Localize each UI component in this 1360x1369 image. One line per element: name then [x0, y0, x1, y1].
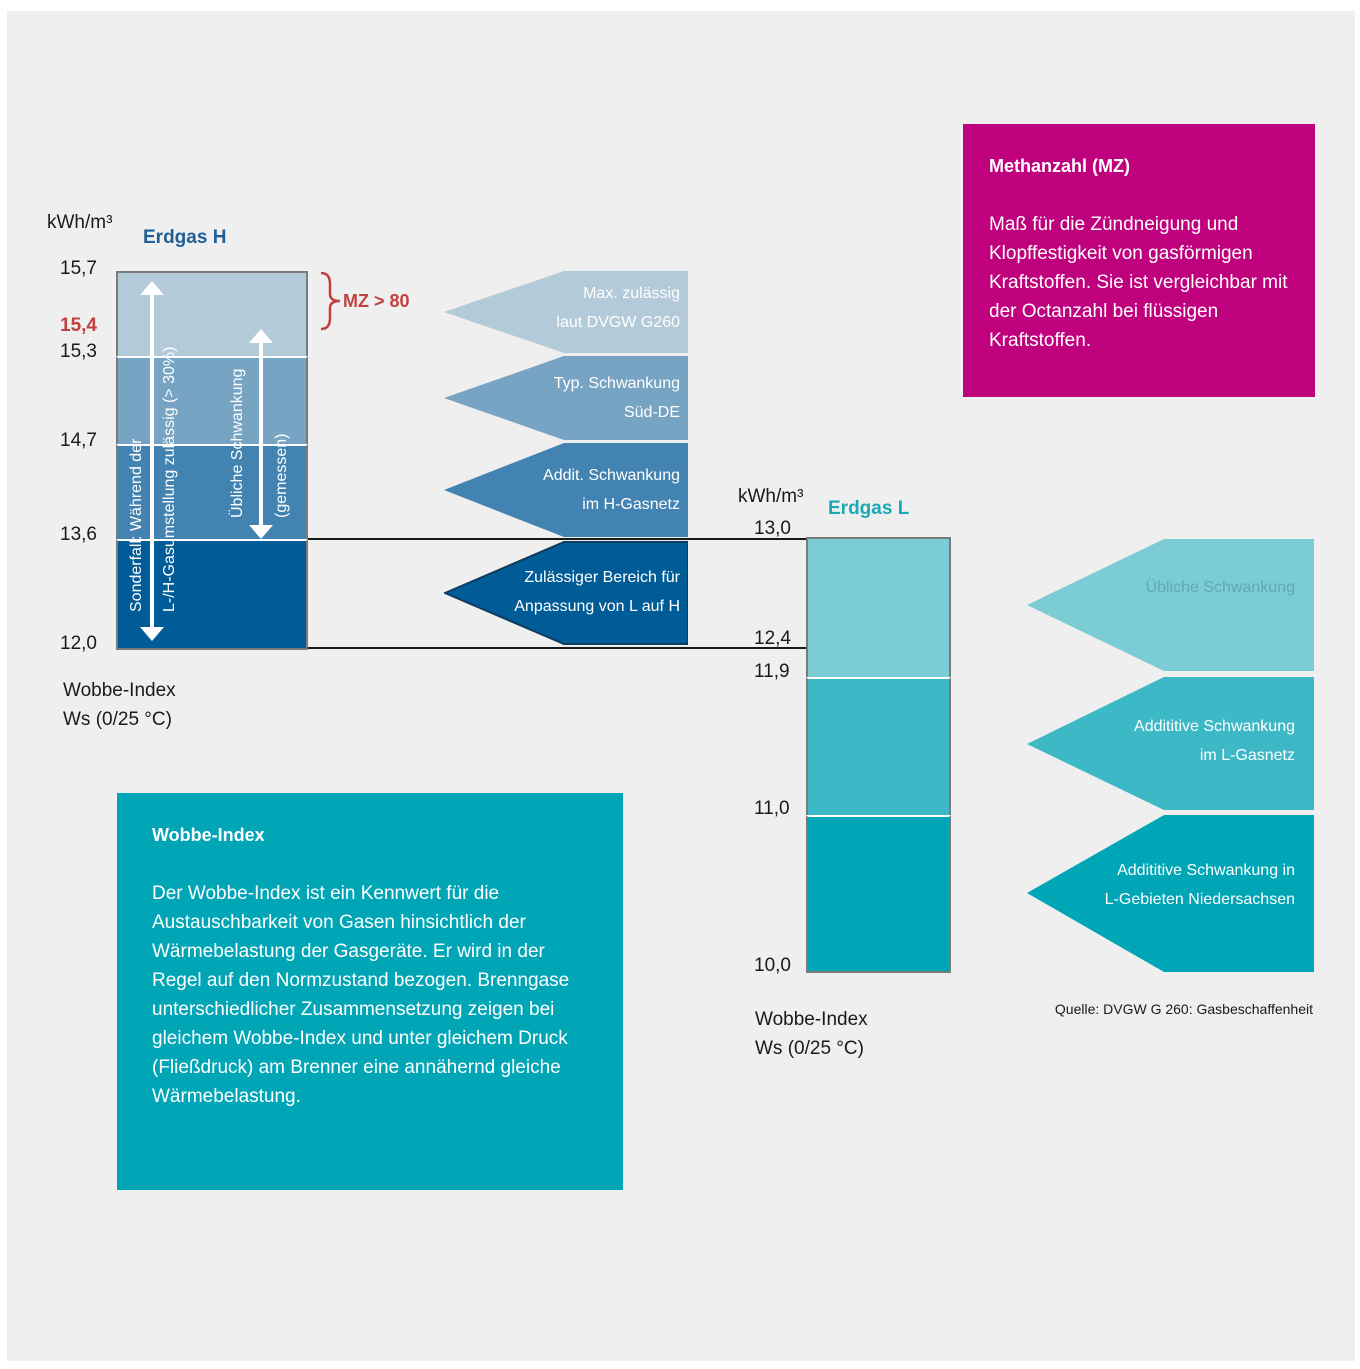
- h-pentagon-1: [444, 271, 688, 353]
- l-pentagon-3: [1027, 815, 1314, 972]
- l-pentagon-1-label: Übliche Schwankung: [1145, 579, 1295, 596]
- left-chart-title: Erdgas H: [143, 227, 227, 248]
- short-arrow-label-1: Übliche Schwankung: [229, 368, 246, 518]
- short-arrow-label-2: (gemessen): [273, 433, 290, 518]
- left-tick-14-7: 14,7: [60, 430, 97, 451]
- right-xlabel-2: Ws (0/25 °C): [755, 1038, 864, 1059]
- mz-brace: [320, 271, 341, 331]
- connector-line-bottom: [308, 647, 806, 649]
- right-chart-title: Erdgas L: [828, 498, 910, 519]
- h-pentagon-3: [444, 443, 688, 537]
- l-band-top: [806, 537, 951, 677]
- h-pentagon-2-label: Typ. Schwankung Süd-DE: [553, 375, 680, 421]
- mz-info-box: Methanzahl (MZ) Maß für die Zündneigung …: [963, 124, 1315, 397]
- h-pentagon-3-label: Addit. Schwankung im H-Gasnetz: [543, 467, 680, 513]
- wobbe-box-title: Wobbe-Index: [152, 825, 265, 845]
- right-tick-13-0: 13,0: [754, 518, 791, 539]
- connector-line-top: [308, 538, 806, 540]
- h-band-upper-mid: [116, 356, 308, 444]
- left-xlabel-1: Wobbe-Index: [63, 680, 176, 701]
- left-tick-12-0: 12,0: [60, 633, 97, 654]
- long-arrow-down-head: [140, 627, 164, 641]
- source-note: Quelle: DVGW G 260: Gasbeschaffenheit: [1054, 1001, 1313, 1017]
- left-xlabel-2: Ws (0/25 °C): [63, 709, 172, 730]
- mz-label: MZ > 80: [343, 291, 410, 311]
- left-tick-13-6: 13,6: [60, 524, 97, 545]
- h-pentagon-4: [444, 541, 688, 645]
- long-arrow-up-head: [140, 281, 164, 295]
- left-unit-label: kWh/m³: [47, 212, 113, 233]
- h-bar-arrows: [140, 281, 273, 641]
- right-unit-label: kWh/m³: [738, 486, 804, 507]
- long-arrow-label-2: L-/H-Gasumstellung zulässig (> 30%): [161, 346, 178, 612]
- l-band-bottom: [806, 815, 951, 973]
- h-pentagon-4-label: Zulässiger Bereich für Anpassung von L au…: [514, 569, 680, 615]
- left-tick-15-3: 15,3: [60, 341, 97, 362]
- mz-box-title: Methanzahl (MZ): [989, 156, 1130, 176]
- l-pentagon-3-label: Addititive Schwankung in L-Gebieten Niede…: [1104, 862, 1295, 908]
- left-tick-15-4: 15,4: [60, 315, 97, 336]
- right-tick-11-0: 11,0: [754, 798, 790, 819]
- l-band-mid: [806, 677, 951, 815]
- wobbe-box-body: Der Wobbe-Index ist ein Kennwert für die…: [152, 883, 570, 1107]
- h-band-lower-mid: [116, 444, 308, 539]
- l-pentagon-2: [1027, 677, 1314, 810]
- mz-box-body: Maß für die Zündneigung und Klopffestigk…: [989, 214, 1288, 351]
- right-tick-10-0: 10,0: [754, 955, 791, 976]
- h-band-top: [116, 271, 308, 356]
- long-arrow-label-1: Sonderfall: Während der: [128, 438, 145, 612]
- h-pentagon-1-label: Max. zulässig laut DVGW G260: [556, 285, 680, 331]
- wobbe-info-box: Wobbe-Index Der Wobbe-Index ist ein Kenn…: [117, 793, 623, 1190]
- short-arrow-up-head: [249, 329, 273, 343]
- h-pentagon-2: [444, 356, 688, 440]
- short-arrow-down-head: [249, 525, 273, 539]
- l-pentagon-2-label: Addititive Schwankung im L-Gasnetz: [1134, 718, 1295, 764]
- right-tick-12-4: 12,4: [754, 628, 791, 649]
- l-pentagon-1: [1027, 539, 1314, 671]
- right-xlabel-1: Wobbe-Index: [755, 1009, 868, 1030]
- left-tick-15-7: 15,7: [60, 258, 97, 279]
- right-tick-11-9: 11,9: [754, 661, 790, 682]
